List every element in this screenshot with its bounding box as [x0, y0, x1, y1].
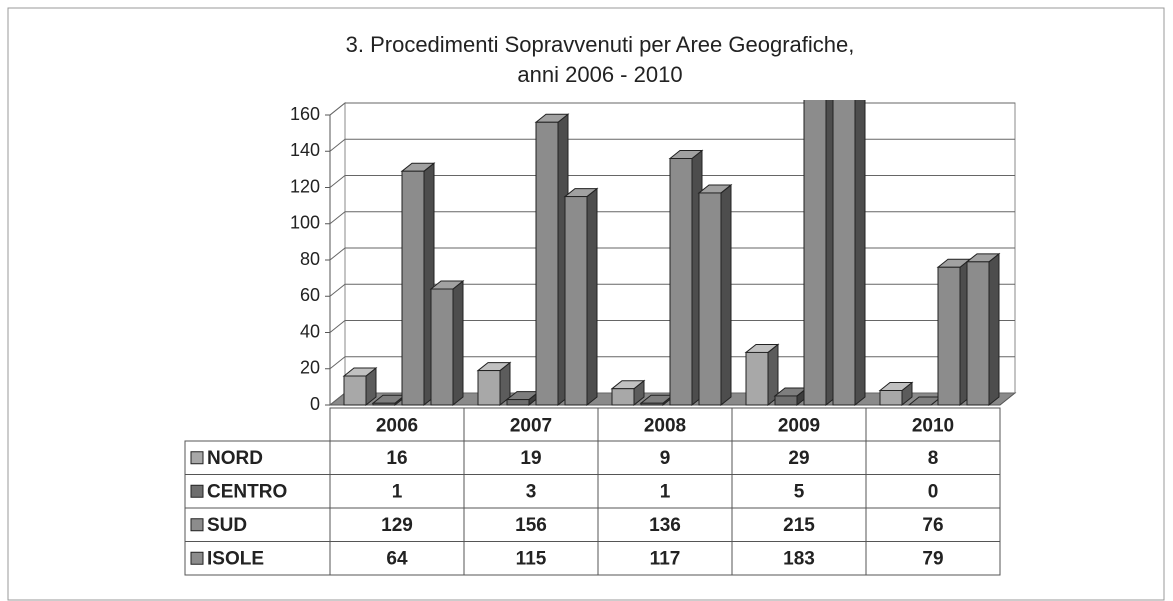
table-value: 16: [386, 448, 407, 469]
table-value: 3: [526, 481, 537, 502]
y-tick-label: 40: [300, 321, 320, 341]
table-value: 79: [922, 548, 943, 569]
legend-label: CENTRO: [207, 481, 287, 502]
bar: [342, 366, 378, 407]
table-value: 9: [660, 448, 671, 469]
bar-front: [669, 158, 693, 406]
y-tick-label: 0: [310, 394, 320, 414]
bar: [400, 162, 436, 407]
table-value: 8: [928, 448, 939, 469]
bar-front: [774, 395, 798, 406]
x-tick-label: 2006: [376, 416, 418, 437]
table-value: 115: [516, 548, 547, 569]
y-tick-label: 60: [300, 285, 320, 305]
bar-front: [640, 402, 664, 406]
table-value: 19: [520, 448, 541, 469]
legend-swatch: [190, 451, 204, 465]
grid-line: [329, 102, 1015, 116]
bar: [965, 252, 1001, 407]
bar: [563, 187, 599, 407]
bar-side: [988, 252, 1000, 407]
table-value: 0: [928, 481, 939, 502]
bars: [342, 100, 1001, 407]
chart-title: 3. Procedimenti Sopravvenuti per Aree Ge…: [346, 32, 855, 57]
legend-label: SUD: [207, 515, 247, 536]
bar-front: [745, 351, 769, 406]
grid-line: [329, 211, 1015, 225]
legend-label: NORD: [207, 448, 263, 469]
table-value: 215: [783, 515, 815, 536]
bar-front: [803, 100, 827, 406]
bar-front: [611, 388, 635, 406]
x-tick-label: 2008: [644, 416, 686, 437]
table-value: 183: [783, 548, 815, 569]
legend-label: ISOLE: [207, 548, 264, 569]
x-tick-label: 2007: [510, 416, 552, 437]
bar-side: [452, 279, 464, 407]
legend-swatch: [190, 518, 204, 532]
bar: [832, 100, 866, 407]
table-value: 5: [794, 481, 805, 502]
grid-line: [329, 283, 1015, 297]
bar-front: [477, 370, 501, 406]
x-tick-label: 2009: [778, 416, 820, 437]
x-tick-label: 2010: [912, 416, 954, 437]
bar-front: [401, 170, 425, 406]
legend-swatch: [190, 484, 204, 498]
table-value: 1: [660, 481, 671, 502]
bar-front: [506, 399, 530, 406]
bar-side: [586, 187, 598, 407]
legend-swatch: [190, 551, 204, 565]
grid-line: [329, 247, 1015, 261]
y-tick-label: 140: [290, 140, 320, 160]
table-value: 76: [922, 515, 943, 536]
bar-front: [698, 192, 722, 406]
bar-side: [720, 183, 732, 407]
bar: [476, 361, 512, 407]
bar: [534, 113, 570, 407]
bar-side: [854, 100, 866, 407]
y-tick-label: 160: [290, 104, 320, 124]
bar-front: [430, 288, 454, 406]
grid-line: [329, 356, 1015, 370]
grid-line: [329, 175, 1015, 188]
grid-line: [329, 320, 1015, 333]
bar-front: [966, 261, 990, 406]
table-value: 1: [392, 481, 403, 502]
bar: [371, 394, 407, 407]
y-tick-label: 20: [300, 358, 320, 378]
bar-front: [832, 100, 856, 406]
bar: [744, 343, 780, 407]
y-tick-label: 120: [290, 176, 320, 196]
bar-front: [937, 266, 961, 406]
grid-line: [329, 138, 1015, 152]
bar-front: [535, 121, 559, 406]
bar: [668, 149, 704, 407]
y-tick-label: 80: [300, 249, 320, 269]
table-value: 29: [788, 448, 809, 469]
y-tick-label: 100: [290, 213, 320, 233]
bar-front: [343, 375, 367, 406]
table-value: 136: [649, 515, 681, 536]
bar: [878, 381, 914, 407]
table-value: 156: [515, 515, 547, 536]
table-value: 129: [381, 515, 413, 536]
bar-front: [372, 402, 396, 406]
table-value: 64: [386, 548, 408, 569]
chart-subtitle: anni 2006 - 2010: [517, 62, 682, 87]
table-value: 117: [650, 548, 681, 569]
bar: [429, 279, 465, 407]
bar: [936, 258, 972, 407]
bar: [610, 379, 646, 407]
bar-front: [564, 196, 588, 406]
bar: [697, 183, 733, 407]
bar-front: [879, 390, 903, 406]
